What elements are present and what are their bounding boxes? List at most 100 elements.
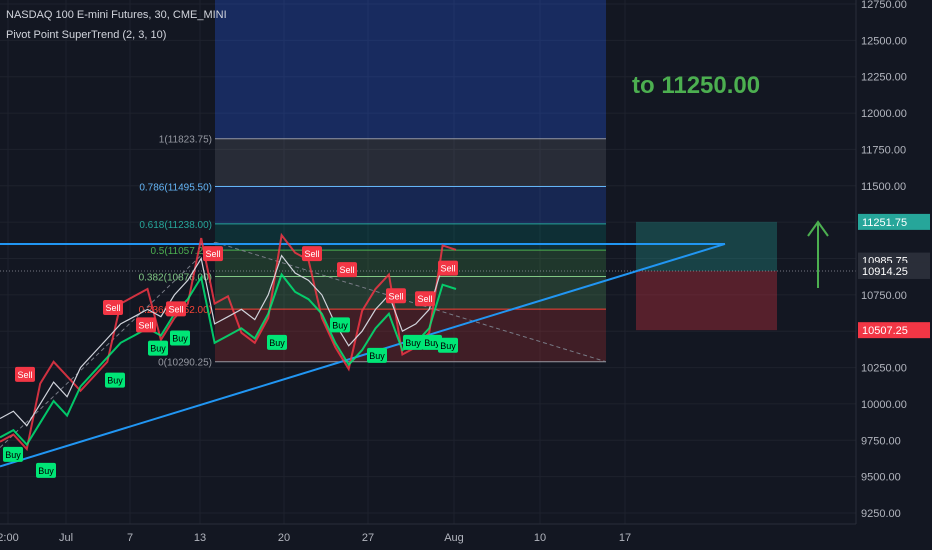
signal-box: [136, 317, 156, 333]
price-axis-label: 9250.00: [861, 508, 901, 520]
signal-label: Buy: [172, 333, 188, 343]
signal-box: [438, 260, 458, 276]
signal-box: [337, 262, 357, 278]
price-axis-label: 9500.00: [861, 472, 901, 484]
signal-box: [36, 462, 56, 478]
signal-box: [415, 291, 435, 307]
buy-signal: Buy: [3, 446, 23, 462]
price-badge-label: 11251.75: [862, 217, 907, 229]
position-profit-zone: [636, 221, 777, 271]
buy-signal: Buy: [105, 372, 125, 388]
position-loss-zone: [636, 270, 777, 331]
fib-zone: [215, 276, 606, 310]
buy-signal: Buy: [422, 334, 442, 350]
signal-box: [386, 288, 406, 304]
signal-label: Sell: [138, 320, 153, 330]
time-axis-label: Aug: [444, 532, 464, 544]
signal-box: [422, 334, 442, 350]
price-axis-label: 11500.00: [861, 181, 906, 193]
fib-trend-line: [0, 241, 216, 448]
time-axis-label: 27: [362, 532, 374, 544]
signal-label: Sell: [17, 370, 32, 380]
signal-label: Buy: [150, 344, 166, 354]
buy-signal: Buy: [367, 347, 387, 363]
time-axis-label: Jul: [59, 532, 73, 544]
sell-signal: Sell: [302, 246, 322, 262]
fib-trend-line: [214, 241, 607, 363]
signal-box: [170, 330, 190, 346]
sell-signal: Sell: [166, 301, 186, 317]
up-arrow-head-icon: [807, 220, 829, 237]
price-axis-label: 10250.00: [861, 363, 907, 375]
signal-label: Buy: [107, 376, 123, 386]
signal-box: [267, 334, 287, 350]
time-axis-label: 10: [534, 532, 546, 544]
time-axis-label: 7: [127, 532, 133, 544]
time-axis-label: 20: [278, 532, 290, 544]
signal-label: Buy: [424, 338, 440, 348]
indicator-title[interactable]: Pivot Point SuperTrend (2, 3, 10): [6, 29, 167, 41]
buy-signal: Buy: [330, 317, 350, 333]
fib-level-label: 0(10290.25): [158, 358, 212, 369]
price-badge: [858, 262, 930, 279]
signal-box: [15, 366, 35, 382]
signal-label: Buy: [269, 338, 285, 348]
fib-zone: [215, 186, 606, 224]
supertrend-support-line: [0, 272, 457, 447]
signal-label: Buy: [332, 320, 348, 330]
signal-box: [367, 347, 387, 363]
buy-signal: Buy: [438, 337, 458, 353]
time-axis-label: 13: [194, 532, 206, 544]
time-axis-labels: 2:00 Jul 7 13 20 27 Aug 10 17: [0, 532, 631, 544]
signal-label: Sell: [205, 249, 220, 259]
sell-signal: Sell: [337, 262, 357, 278]
buy-signal: Buy: [267, 334, 287, 350]
price-series: [0, 232, 457, 452]
fib-zone: [215, 250, 606, 277]
signal-label: Sell: [105, 303, 120, 313]
price-axis-label: 10000.00: [861, 399, 907, 411]
sell-signal: Sell: [15, 366, 35, 382]
price-axis-label: 12000.00: [861, 108, 907, 120]
price-badge-label: 10507.25: [862, 325, 908, 337]
price-axis-label: 12500.00: [861, 35, 907, 47]
sell-signal: Sell: [438, 260, 458, 276]
signal-label: Buy: [440, 341, 456, 351]
signal-box: [330, 317, 350, 333]
time-axis[interactable]: [0, 524, 932, 550]
price-line: [0, 254, 457, 427]
price-axis-label: 9750.00: [861, 435, 901, 447]
signal-box: [105, 372, 125, 388]
signal-label: Buy: [5, 450, 21, 460]
fib-zone: [215, 223, 606, 251]
fib-retracement[interactable]: 1(11823.75) 0.786(11495.50) 0.618(11238.00…: [0, 0, 607, 448]
signal-label: Sell: [388, 291, 403, 301]
signal-label: Sell: [417, 294, 432, 304]
fib-level-label: 0.382(10876.00): [139, 273, 212, 284]
buy-signal: Buy: [36, 462, 56, 478]
supertrend-line: [0, 232, 457, 452]
price-badge: [858, 213, 930, 230]
long-position-tool[interactable]: [0, 221, 856, 331]
fib-zone: [215, 138, 606, 187]
signal-box: [302, 246, 322, 262]
signal-label: Buy: [369, 351, 385, 361]
signal-box: [203, 246, 223, 262]
sell-signal: Sell: [103, 299, 123, 315]
signal-label: Buy: [405, 338, 421, 348]
signal-label: Sell: [304, 249, 319, 259]
trend-lines[interactable]: [0, 242, 726, 468]
target-annotation[interactable]: to 11250.00: [632, 72, 760, 99]
buy-signal: Buy: [170, 330, 190, 346]
symbol-title[interactable]: NASDAQ 100 E-mini Futures, 30, CME_MINI: [6, 9, 227, 21]
sell-signal: Sell: [136, 317, 156, 333]
buy-signal: Buy: [148, 340, 168, 356]
time-axis-label: 2:00: [0, 532, 19, 544]
signal-box: [103, 299, 123, 315]
sell-signal: Sell: [386, 288, 406, 304]
signal-label: Sell: [440, 264, 455, 274]
fib-zone-extension: [215, 0, 606, 139]
sell-signal: Sell: [415, 291, 435, 307]
